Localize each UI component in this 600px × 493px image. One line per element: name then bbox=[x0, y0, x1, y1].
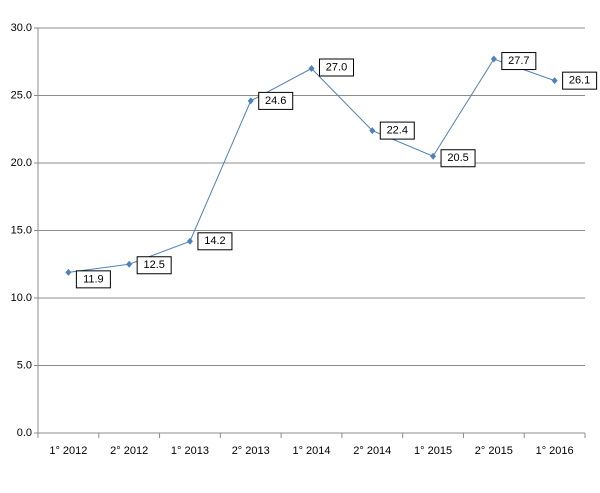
data-point bbox=[126, 260, 133, 268]
x-tick-label: 1° 2015 bbox=[414, 445, 452, 457]
y-tick-label: 20.0 bbox=[11, 157, 32, 169]
data-label-box bbox=[197, 232, 233, 251]
x-tick-label: 2° 2014 bbox=[353, 445, 391, 457]
y-tick-label: 0.0 bbox=[17, 427, 32, 439]
data-label-box bbox=[258, 91, 294, 110]
data-point bbox=[551, 77, 558, 85]
data-label: 24.6 bbox=[265, 95, 286, 107]
data-point bbox=[65, 268, 72, 276]
y-tick-label: 5.0 bbox=[17, 359, 32, 371]
data-label: 26.1 bbox=[569, 75, 590, 87]
x-tick-label: 1° 2016 bbox=[536, 445, 574, 457]
data-label: 27.7 bbox=[508, 55, 529, 67]
data-point bbox=[308, 65, 315, 72]
data-label: 11.9 bbox=[83, 273, 104, 285]
series-line bbox=[68, 58, 555, 273]
data-label-box bbox=[440, 149, 476, 168]
data-label-box bbox=[75, 270, 111, 289]
data-label-box bbox=[501, 52, 537, 71]
data-point bbox=[186, 237, 193, 245]
x-tick-label: 2° 2012 bbox=[110, 445, 148, 457]
x-tick-label: 1° 2013 bbox=[171, 445, 209, 457]
data-label: 22.4 bbox=[387, 125, 408, 137]
data-label: 20.5 bbox=[447, 152, 468, 164]
y-tick-label: 25.0 bbox=[11, 89, 32, 101]
data-label-box bbox=[136, 256, 172, 275]
data-point bbox=[430, 152, 437, 160]
x-tick-label: 1° 2012 bbox=[49, 445, 87, 457]
data-point bbox=[369, 127, 376, 135]
data-label-box bbox=[379, 121, 415, 140]
data-point bbox=[490, 55, 497, 63]
x-tick-label: 1° 2014 bbox=[292, 445, 330, 457]
y-tick-label: 15.0 bbox=[11, 224, 32, 236]
data-label: 27.0 bbox=[326, 61, 347, 73]
x-tick-label: 2° 2013 bbox=[232, 445, 270, 457]
data-label: 12.5 bbox=[143, 259, 164, 271]
data-label-box bbox=[319, 58, 354, 77]
x-tick-label: 2° 2015 bbox=[475, 445, 513, 457]
y-tick-label: 30.0 bbox=[11, 22, 32, 34]
data-point bbox=[247, 97, 254, 105]
y-tick-label: 10.0 bbox=[11, 292, 32, 304]
data-label: 14.2 bbox=[204, 235, 225, 247]
data-label-box bbox=[562, 71, 598, 90]
